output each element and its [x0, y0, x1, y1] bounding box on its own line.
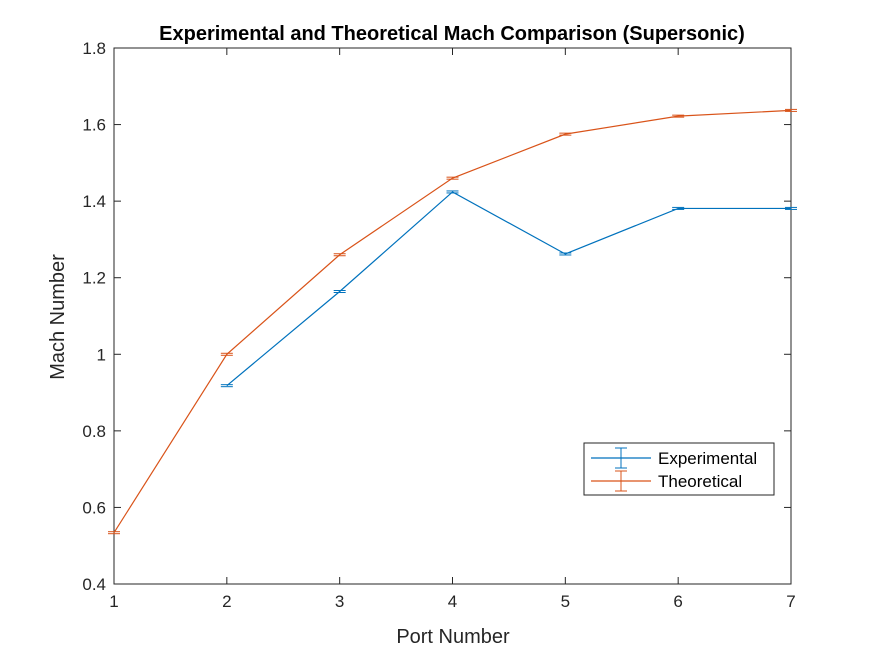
legend-box — [583, 442, 775, 496]
plot-area-frame — [113, 47, 792, 585]
x-axis-label: Port Number — [396, 626, 510, 648]
y-tick-label: 1.2 — [82, 269, 106, 288]
series-theoretical — [108, 108, 797, 535]
x-tick-label: 1 — [109, 592, 118, 611]
y-tick-label: 1.4 — [82, 192, 106, 211]
legend[interactable]: Experimental Theoretical — [583, 442, 775, 496]
y-tick-label: 0.8 — [82, 422, 106, 441]
series-experimental — [220, 190, 797, 388]
chart-title: Experimental and Theoretical Mach Compar… — [159, 23, 745, 45]
y-axis-label: Mach Number — [47, 254, 69, 380]
series-line-experimental — [226, 191, 791, 387]
legend-label-theoretical: Theoretical — [658, 472, 742, 491]
y-tick-label: 0.6 — [82, 498, 106, 517]
y-tick-label: 1.6 — [82, 116, 106, 135]
x-tick-label: 3 — [335, 592, 344, 611]
legend-item-experimental: Experimental — [591, 447, 757, 469]
x-tick-label: 5 — [561, 592, 570, 611]
series-layer — [108, 108, 797, 535]
y-tick-label: 0.4 — [82, 575, 106, 594]
x-tick-label: 7 — [786, 592, 795, 611]
x-tick-label: 2 — [222, 592, 231, 611]
x-tick-label: 6 — [673, 592, 682, 611]
y-tick-label: 1.8 — [82, 39, 106, 58]
y-tick-label: 1 — [97, 345, 106, 364]
axis-ticks: 1 2 3 4 5 6 7 0.4 0.6 0.8 1 1.2 1.4 1.6 1.8 — [82, 39, 795, 611]
plot-area — [113, 47, 792, 585]
legend-item-theoretical: Theoretical — [591, 470, 742, 492]
legend-label-experimental: Experimental — [658, 449, 757, 468]
x-tick-label: 4 — [448, 592, 457, 611]
